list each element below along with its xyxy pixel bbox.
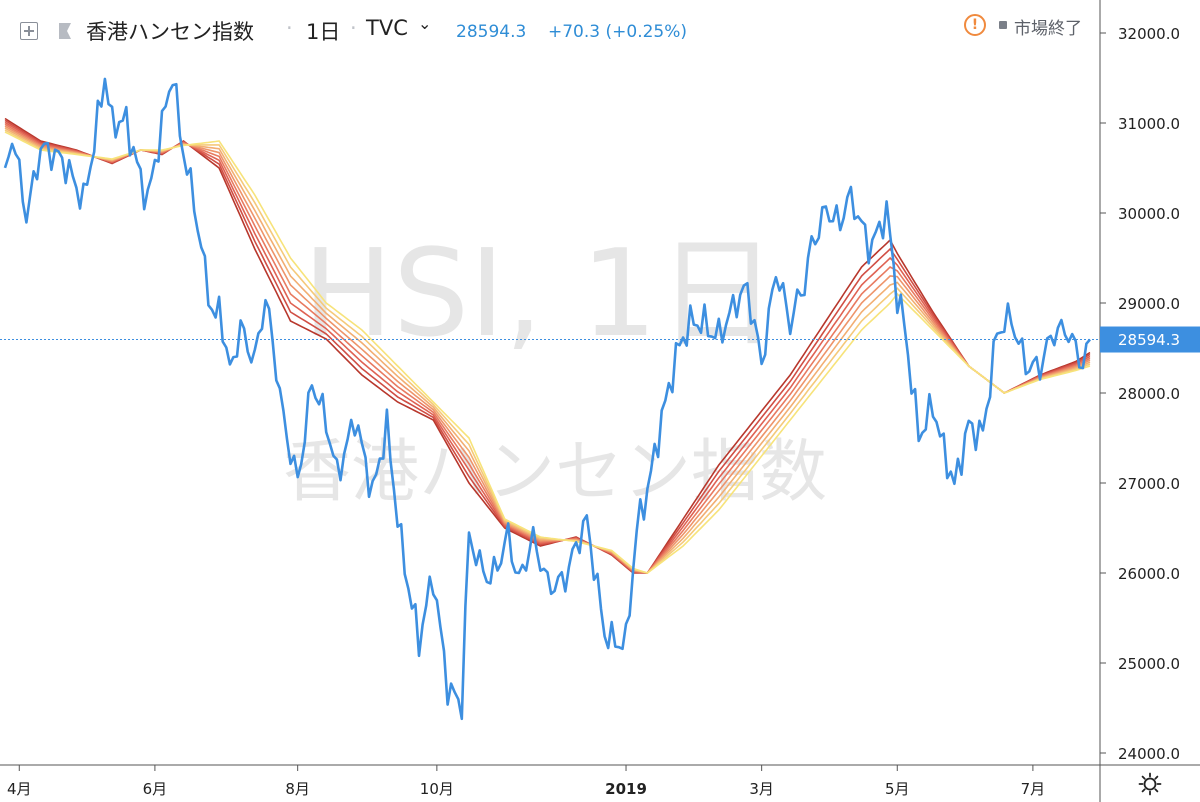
last-price-tag-bg xyxy=(1100,326,1200,353)
interval-label[interactable]: 1日 xyxy=(306,20,341,44)
ma-ribbon xyxy=(4,117,1091,574)
warning-icon[interactable]: ! xyxy=(964,14,986,36)
watermark-line-2: 香港ハンセン指数 xyxy=(283,433,827,512)
price-series xyxy=(3,77,1091,721)
header-price: 28594.3 xyxy=(456,22,527,42)
x-tick-label: 2019 xyxy=(605,780,647,798)
header-separator: · xyxy=(286,16,293,40)
symbol-title[interactable]: 香港ハンセン指数 xyxy=(86,20,254,44)
price-line xyxy=(3,77,1091,721)
y-tick-label: 28000.0 xyxy=(1118,385,1180,403)
header-change: +70.3 (+0.25%) xyxy=(548,22,688,42)
chart-header: 香港ハンセン指数 · 1日 · TVC ⌄ 28594.3 +70.3 (+0.… xyxy=(0,0,1100,60)
y-tick-label: 24000.0 xyxy=(1118,745,1180,763)
y-tick-label: 27000.0 xyxy=(1118,475,1180,493)
y-tick-label: 31000.0 xyxy=(1118,115,1180,133)
last-price-tag: 28594.3 xyxy=(1100,326,1200,353)
chevron-down-icon[interactable]: ⌄ xyxy=(418,14,432,33)
add-symbol-icon[interactable] xyxy=(20,22,38,40)
x-tick-label: 8月 xyxy=(285,780,310,798)
x-tick-label: 3月 xyxy=(749,780,774,798)
y-tick-label: 30000.0 xyxy=(1118,205,1180,223)
y-tick-label: 25000.0 xyxy=(1118,655,1180,673)
x-tick-label: 7月 xyxy=(1021,780,1046,798)
last-price-tag-label: 28594.3 xyxy=(1118,331,1180,349)
status-dot-icon xyxy=(999,21,1007,29)
y-tick-label: 32000.0 xyxy=(1118,25,1180,43)
ma-line-8 xyxy=(4,131,1091,574)
watermark: HSI, 1日 香港ハンセン指数 xyxy=(283,225,827,512)
market-status-text: 市場終了 xyxy=(1014,19,1082,39)
flag-icon[interactable] xyxy=(58,22,72,40)
x-tick-label: 4月 xyxy=(7,780,32,798)
y-axis[interactable]: 32000.0 31000.0 30000.0 29000.0 28000.0 27000… xyxy=(1100,25,1180,763)
y-tick-label: 26000.0 xyxy=(1118,565,1180,583)
x-axis[interactable]: 4月 6月 8月 10月 2019 3月 5月 7月 xyxy=(7,765,1045,798)
y-tick-label: 29000.0 xyxy=(1118,295,1180,313)
x-tick-label: 6月 xyxy=(143,780,168,798)
x-tick-label: 10月 xyxy=(420,780,454,798)
gear-icon[interactable] xyxy=(1138,772,1162,796)
x-tick-label: 5月 xyxy=(885,780,910,798)
watermark-line-1: HSI, 1日 xyxy=(303,225,777,364)
source-label[interactable]: TVC xyxy=(366,16,408,40)
header-separator: · xyxy=(350,16,357,40)
